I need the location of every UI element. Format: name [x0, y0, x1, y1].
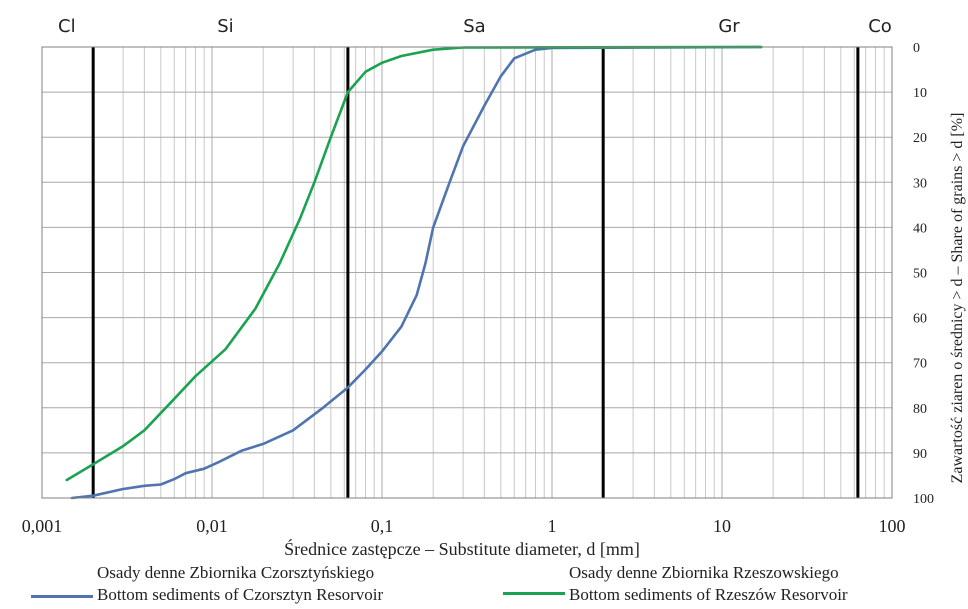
- legend-label-line1: Osady denne Zbiornika Czorsztyńskiego: [97, 563, 375, 582]
- x-tick-label: 10: [713, 516, 731, 536]
- x-tick-label: 100: [879, 516, 906, 536]
- y-tick-label: 80: [913, 402, 927, 417]
- legend-swatch-rzeszow: [503, 592, 565, 595]
- legend-label-line2: Bottom sediments of Rzeszów Resorvoir: [569, 585, 848, 604]
- y-tick-labels: 0 10 20 30 40 50 60 70 80 90 100: [913, 41, 934, 507]
- y-tick-label: 60: [913, 312, 927, 327]
- y-tick-label: 100: [913, 492, 934, 507]
- plot-frame: [41, 46, 893, 499]
- x-tick-label: 1: [548, 516, 557, 536]
- legend-item-czorsztyn: Osady denne Zbiornika Czorsztyńskiego Bo…: [31, 562, 451, 606]
- fraction-label: Sa: [463, 16, 485, 37]
- legend-label-line1: Osady denne Zbiornika Rzeszowskiego: [569, 563, 839, 582]
- fraction-label: Cl: [58, 16, 76, 37]
- x-tick-label: 0,1: [371, 516, 394, 536]
- x-tick-label: 0,01: [196, 516, 228, 536]
- y-tick-label: 70: [913, 357, 927, 372]
- series-line-0: [70, 45, 763, 500]
- series-line-1: [65, 45, 763, 482]
- legend-item-rzeszow: Osady denne Zbiornika Rzeszowskiego Bott…: [503, 562, 943, 606]
- legend-label-czorsztyn: Osady denne Zbiornika Czorsztyńskiego Bo…: [97, 562, 383, 606]
- y-tick-label: 90: [913, 447, 927, 462]
- y-tick-label: 50: [913, 267, 927, 282]
- y-tick-label: 20: [913, 131, 927, 146]
- y-axis-label: Zawartość ziaren o średnicy > d – Share …: [949, 113, 966, 484]
- y-tick-label: 30: [913, 176, 927, 191]
- fraction-label: Co: [868, 16, 892, 37]
- legend-swatch-czorsztyn: [31, 595, 93, 598]
- x-tick-labels: 0,001 0,01 0,1 1 10 100: [22, 516, 906, 536]
- y-tick-label: 40: [913, 221, 927, 236]
- fraction-label: Gr: [718, 16, 740, 37]
- x-tick-label: 0,001: [22, 516, 63, 536]
- grid: [42, 46, 892, 499]
- fraction-boundaries: [91, 47, 860, 498]
- fraction-labels: Cl Si Sa Gr Co: [58, 16, 892, 37]
- series-lines: [65, 45, 763, 500]
- x-axis-label: Średnice zastępcze – Substitute diameter…: [284, 538, 640, 559]
- y-tick-label: 0: [913, 41, 920, 56]
- y-tick-label: 10: [913, 86, 927, 101]
- legend-label-rzeszow: Osady denne Zbiornika Rzeszowskiego Bott…: [569, 562, 848, 606]
- legend-label-line2: Bottom sediments of Czorsztyn Resorvoir: [97, 585, 384, 604]
- fraction-label: Si: [217, 16, 233, 37]
